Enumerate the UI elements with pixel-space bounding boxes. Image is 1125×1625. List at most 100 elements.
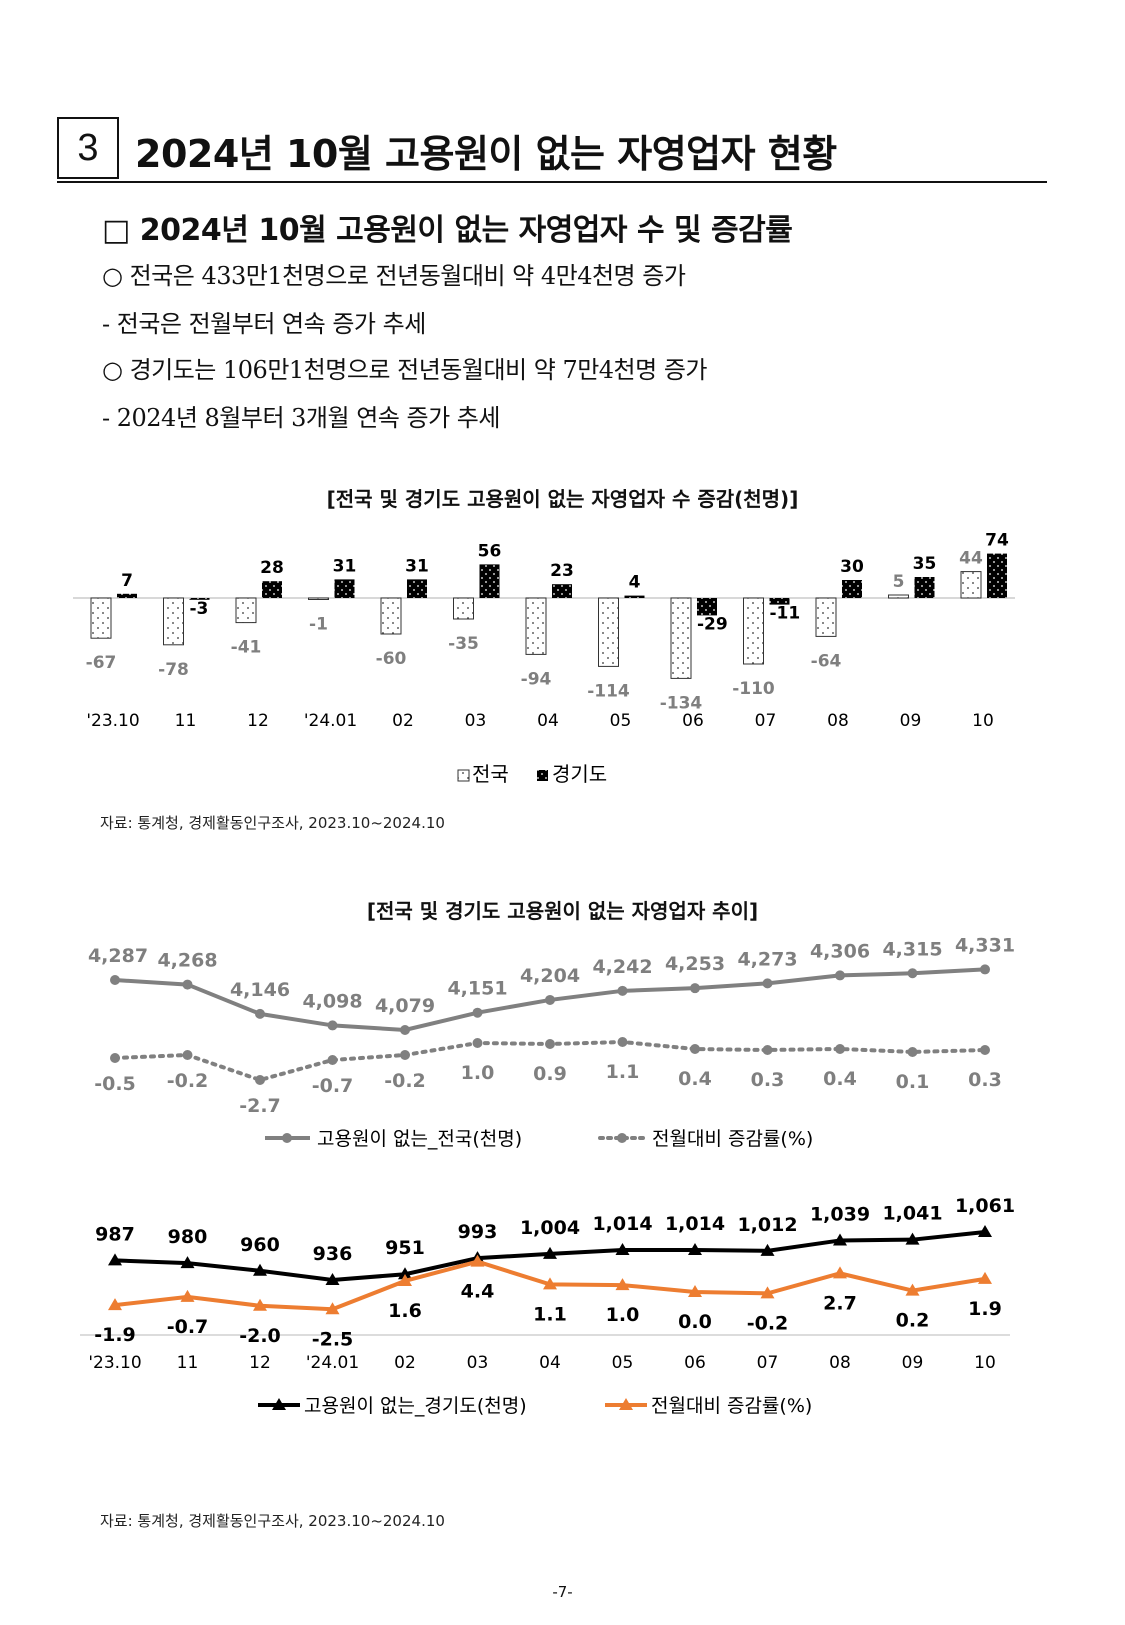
gyeonggi-rate-label: 1.0 [606,1304,640,1326]
section-number: 3 [57,117,119,179]
national-level-label: 4,098 [302,990,362,1012]
gyeonggi-level-label: 1,039 [810,1203,870,1225]
national-level-point [182,979,193,990]
x-tick-label: '24.01 [304,711,357,731]
national-rate-label: -0.2 [384,1070,426,1092]
national-level-point [472,1007,483,1018]
bar-label-national: -67 [86,653,117,673]
bar-label-national: -41 [231,638,262,658]
change-bar-chart: -677-78-3-4128-131-6031-3556-9423-1144-1… [73,531,1015,786]
bar-gyeonggi [117,593,137,598]
gyeonggi-rate-label: -2.5 [312,1328,354,1350]
bar-label-national: -35 [448,634,479,654]
bar-national [743,597,764,665]
gyeonggi-level-point [833,1233,847,1246]
x-tick-label: 02 [392,711,414,731]
gyeonggi-rate-point [688,1285,702,1297]
bar-national [163,597,184,646]
gyeonggi-rate-label: -0.7 [167,1316,209,1338]
bullet-national: ○ 전국은 433만1천명으로 전년동월대비 약 4만4천명 증가 [102,262,686,290]
gyeonggi-rate-label: 1.1 [533,1303,567,1325]
legend-national-rate-label: 전월대비 증감률(%) [652,1128,813,1150]
section-header: 3 2024년 10월 고용원이 없는 자영업자 현황 [57,117,1047,183]
x-tick-label: 06 [682,711,704,731]
gyeonggi-level-point [325,1273,340,1285]
bar-gyeonggi [624,595,645,598]
gyeonggi-rate-point [833,1266,847,1279]
gyeonggi-rate-point [108,1298,122,1311]
gyeonggi-rate-label: 0.0 [678,1311,712,1333]
x-tick-label: 05 [612,1353,634,1373]
gyeonggi-level-label: 987 [95,1223,135,1245]
bar-label-gyeonggi: 74 [985,531,1009,551]
bar-gyeonggi [769,598,790,605]
national-rate-label: 0.9 [533,1063,567,1085]
national-level-label: 4,079 [375,995,435,1017]
chart2-title: [전국 및 경기도 고용원이 없는 자영업자 추이] [366,899,759,923]
national-level-point [327,1020,338,1031]
legend-gyeonggi-level-label: 고용원이 없는_경기도(천명) [304,1395,527,1417]
gyeonggi-level-label: 1,014 [592,1213,652,1235]
national-level-label: 4,253 [665,953,725,975]
bar-gyeonggi [189,598,210,600]
national-level-point [835,970,845,981]
gyeonggi-rate-point [905,1283,920,1296]
bar-national [380,597,402,635]
gyeonggi-rate-point [398,1273,412,1286]
bullet-gyeonggi: ○ 경기도는 106만1천명으로 전년동월대비 약 7만4천명 증가 [102,356,708,384]
subsection-title: □ 2024년 10월 고용원이 없는 자영업자 수 및 증감률 [102,213,793,248]
legend-gyeonggi-rate-label: 전월대비 증감률(%) [651,1395,812,1417]
gyeonggi-rate-point [325,1302,340,1315]
chart1-title: [전국 및 경기도 고용원이 없는 자영업자 수 증감(천명)] [326,487,799,511]
x-tick-label: 03 [465,711,487,731]
gyeonggi-trend-chart: 987 980 960 936 951 993 1,004 1,014 1,014 1,012 1,… [80,1195,1015,1417]
national-rate-point [907,1047,918,1057]
national-level-label: 4,204 [520,965,580,987]
national-rate-point [545,1039,555,1049]
legend-gyeonggi-marker [272,1398,286,1410]
gyeonggi-rate-label: 2.7 [823,1292,857,1314]
bar-gyeonggi [479,564,500,598]
bullet-gyeonggi-trend: - 2024년 8월부터 3개월 연속 증가 추세 [102,404,500,432]
gyeonggi-level-label: 960 [240,1234,280,1256]
gyeonggi-level-point [978,1225,992,1237]
national-level-label: 4,315 [882,938,942,960]
bar-national [235,597,257,624]
bar-label-national: -114 [587,681,630,701]
x-tick-label: 06 [684,1353,706,1373]
national-level-point [400,1025,410,1035]
national-level-label: 4,242 [592,956,652,978]
gyeonggi-level-point [615,1243,630,1256]
bar-label-national: -60 [376,649,407,669]
bar-label-gyeonggi: 30 [840,557,864,577]
national-rate-label: 1.0 [461,1062,495,1084]
national-level-label: 4,273 [737,948,797,970]
national-rate-label: 1.1 [606,1061,640,1083]
x-tick-label: 08 [829,1353,851,1373]
bar-label-gyeonggi: 28 [260,558,284,578]
x-tick-label: 08 [827,711,849,731]
bar-label-gyeonggi: 7 [121,571,133,591]
x-tick-label: '23.10 [86,711,139,731]
national-rate-label: -0.5 [94,1073,136,1095]
bar-national [308,597,329,600]
bar-gyeonggi [552,584,572,598]
legend-national-marker [282,1133,292,1143]
national-rate-point [182,1050,193,1060]
bar-label-gyeonggi: 31 [333,556,357,576]
national-rate-point [617,1037,628,1047]
bar-gyeonggi [262,581,282,598]
bar-gyeonggi [407,579,427,598]
x-tick-label: 03 [467,1353,489,1373]
gyeonggi-rate-label: 1.6 [388,1300,422,1322]
bar-gyeonggi [987,553,1007,598]
x-tick-label: 11 [177,1353,199,1373]
bar-label-national: -1 [309,615,328,635]
legend-national-label: 전국 [472,762,509,786]
gyeonggi-rate-label: 0.2 [896,1310,930,1332]
bar-label-national: -64 [811,651,842,671]
national-rate-point [472,1038,483,1048]
x-tick-label: 05 [610,711,632,731]
x-tick-label: 10 [974,1353,996,1373]
gyeonggi-level-point [543,1246,557,1259]
